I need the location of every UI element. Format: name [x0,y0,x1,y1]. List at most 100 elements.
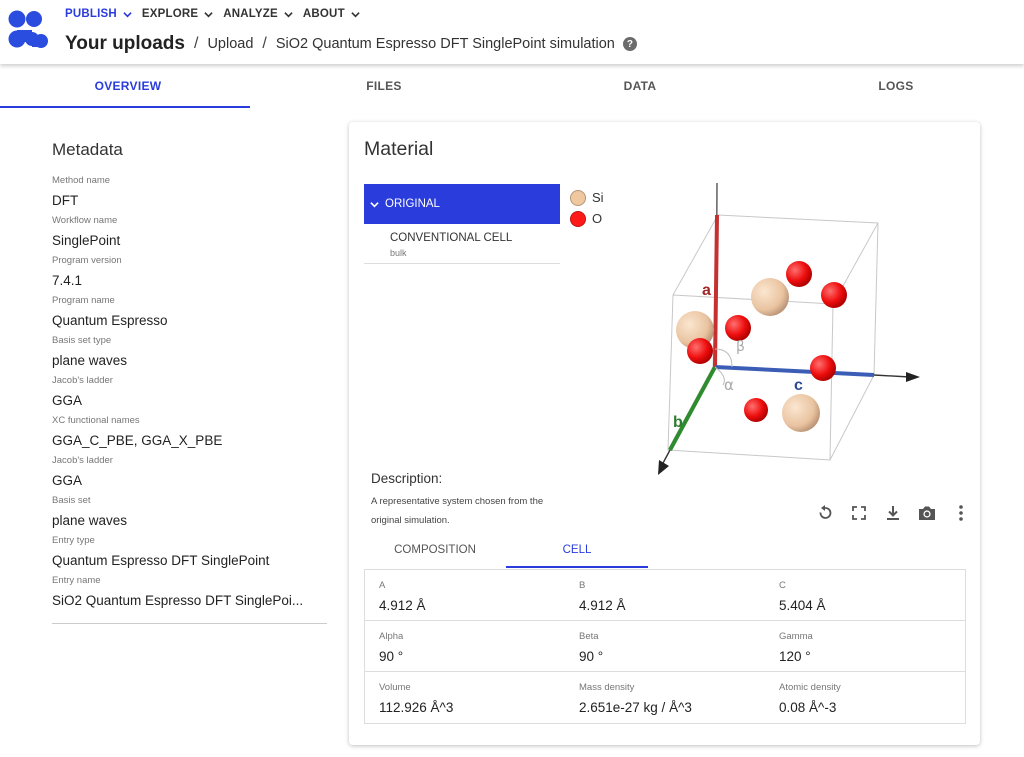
angle-arc-alpha [714,366,725,386]
nav-explore[interactable]: EXPLORE [142,8,213,20]
cell-alpha: Alpha 90 ° [365,621,565,671]
nav-publish[interactable]: PUBLISH [65,8,132,20]
metadata-label: Program version [52,255,122,266]
o-swatch [570,210,586,227]
nav-explore-label: EXPLORE [141,8,199,20]
o-atom [725,315,751,341]
nav-about[interactable]: ABOUT [303,8,360,20]
more-vert-icon [959,505,963,521]
tab-overview[interactable]: OVERVIEW [0,66,256,108]
angle-beta-label: β [736,339,745,355]
breadcrumb-upload[interactable]: Upload [207,36,254,52]
cell-value: 2.651e-27 kg / Å^3 [579,700,692,715]
cell-value: 5.404 Å [779,598,826,613]
nav-about-label: ABOUT [302,8,345,20]
metadata-label: Jacob's ladder [52,375,113,386]
screenshot-button[interactable] [910,502,944,524]
o-atom [786,261,812,287]
fullscreen-button[interactable] [842,502,876,524]
metadata-value: 7.4.1 [52,273,83,288]
download-icon [887,506,899,520]
tab-cell[interactable]: CELL [506,532,648,568]
cell-label: Atomic density [779,682,841,693]
tab-data[interactable]: DATA [623,79,657,93]
metadata-item: Basis set type plane waves [52,334,327,374]
metadata-item: XC functional names GGA_C_PBE, GGA_X_PBE [52,414,327,454]
metadata-label: Workflow name [52,215,118,226]
metadata-panel: Metadata Method name DFT Workflow name S… [52,140,327,614]
cell-value: 4.912 Å [579,598,626,613]
o-atom [687,338,713,364]
cell-label: Gamma [779,631,813,642]
metadata-item: Method name DFT [52,174,327,214]
more-options-button[interactable] [944,502,978,524]
metadata-item: Jacob's ladder GGA [52,454,327,494]
metadata-label: XC functional names [52,415,140,426]
camera-icon [919,506,935,520]
structure-tree: ORIGINAL CONVENTIONAL CELL bulk [364,184,560,264]
main-nav: PUBLISH EXPLORE ANALYZE ABOUT [65,8,370,20]
table-row: Alpha 90 ° Beta 90 ° Gamma 120 ° [365,621,965,672]
cell-b: B 4.912 Å [565,570,765,620]
axis-b-extension [661,449,671,466]
breadcrumb-entry: SiO2 Quantum Espresso DFT SinglePoint si… [275,36,615,52]
si-atom [751,278,789,316]
tab-composition[interactable]: COMPOSITION [394,544,476,556]
axis-c-extension [873,374,911,378]
species-legend: Si O [570,187,604,229]
metadata-value: GGA_C_PBE, GGA_X_PBE [52,433,223,448]
metadata-label: Method name [52,175,111,186]
table-row: A 4.912 Å B 4.912 Å C 5.404 Å [365,570,965,621]
metadata-value: GGA [52,473,83,488]
metadata-item: Jacob's ladder GGA [52,374,327,414]
tree-item-conventional-cell[interactable]: CONVENTIONAL CELL bulk [364,224,560,264]
metadata-label: Basis set [52,495,91,506]
metadata-value: plane waves [52,353,128,368]
tab-logs[interactable]: LOGS [878,79,914,93]
nomad-logo[interactable] [8,10,48,50]
material-card: Material ORIGINAL CONVENTIONAL CELL bulk… [349,122,980,745]
cell-label: B [579,580,586,591]
breadcrumb-separator: / [262,35,267,52]
metadata-label: Entry name [52,575,101,586]
tab-files[interactable]: FILES [366,79,402,93]
nav-analyze[interactable]: ANALYZE [223,8,293,20]
tree-item-original[interactable]: ORIGINAL [364,184,560,224]
axis-a-label: a [702,282,711,299]
legend-label: O [592,211,603,226]
metadata-divider [52,623,327,624]
metadata-label: Program name [52,295,115,306]
description-title: Description: [371,471,443,486]
breadcrumb-your-uploads[interactable]: Your uploads [65,33,185,54]
cell-label: Volume [379,682,411,693]
cell-value: 0.08 Å^-3 [779,700,837,715]
cell-value: 112.926 Å^3 [379,700,454,715]
metadata-value: GGA [52,393,83,408]
metadata-value: plane waves [52,513,128,528]
cell-mass-density: Mass density 2.651e-27 kg / Å^3 [565,672,765,723]
cell-atomic-density: Atomic density 0.08 Å^-3 [765,672,965,723]
legend-item-o[interactable]: O [570,208,604,229]
tree-item-subtitle: bulk [390,248,407,258]
structure-viewer[interactable]: a b c β α [640,177,930,487]
metadata-value: SiO2 Quantum Espresso DFT SinglePoi... [52,593,304,608]
metadata-label: Entry type [52,535,95,546]
breadcrumb: Your uploads / Upload / SiO2 Quantum Esp… [65,33,637,55]
si-atom [782,394,820,432]
cell-c: C 5.404 Å [765,570,965,620]
legend-item-si[interactable]: Si [570,187,604,208]
cell-label: Beta [579,631,599,642]
metadata-value: SinglePoint [52,233,121,248]
help-icon[interactable]: ? [622,37,637,51]
si-swatch [570,189,586,206]
download-button[interactable] [876,502,910,524]
top-app-bar: PUBLISH EXPLORE ANALYZE ABOUT Your uploa… [0,0,1024,64]
legend-label: Si [592,190,604,205]
viewer-toolbar [808,502,978,524]
axis-b-label: b [673,414,683,431]
material-subtabs: COMPOSITION CELL [364,532,648,568]
chevron-down-icon [123,11,132,17]
material-title: Material [364,138,434,160]
reset-view-button[interactable] [808,502,842,524]
angle-arc-beta [714,348,733,368]
